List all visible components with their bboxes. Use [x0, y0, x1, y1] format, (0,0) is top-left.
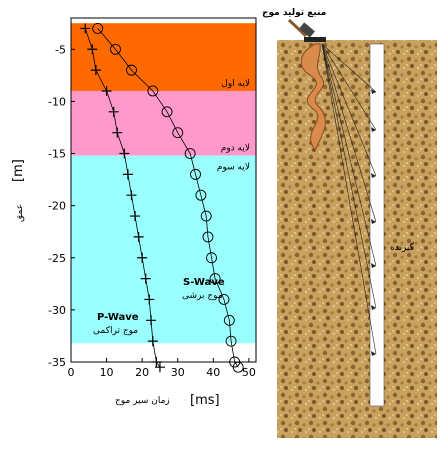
data-point-circle — [147, 85, 159, 97]
wave-ray — [321, 43, 377, 309]
x-tick-label: 0 — [68, 366, 75, 379]
x-axis-label: زمان سیر موج — [115, 396, 170, 406]
data-point-plus — [108, 106, 119, 117]
y-tick-label: -20 — [48, 200, 66, 213]
data-point-plus — [126, 190, 137, 201]
ground-cross-section — [277, 40, 437, 438]
wave-ray — [321, 43, 377, 267]
borehole — [369, 43, 385, 407]
hammer-icon — [287, 18, 315, 38]
data-point-plus — [130, 211, 141, 222]
data-point-plus — [146, 315, 157, 326]
ray-arrow — [371, 219, 376, 224]
y-tick-label: -35 — [48, 356, 66, 369]
data-point-plus — [101, 85, 112, 96]
x-tick-label: 40 — [206, 366, 220, 379]
y-tick-label: -15 — [48, 148, 66, 161]
ray-arrow — [371, 89, 376, 94]
data-point-circle — [209, 273, 221, 285]
data-point-plus — [144, 294, 155, 305]
data-point-plus — [137, 252, 148, 263]
y-tick-label: -5 — [55, 43, 66, 56]
data-point-plus — [147, 336, 158, 347]
plot-area — [70, 17, 257, 363]
wave-ray — [321, 43, 377, 223]
x-tick-label: 50 — [242, 366, 256, 379]
data-point-circle — [92, 22, 104, 34]
x-tick-label: 20 — [135, 366, 149, 379]
layer-band — [71, 155, 256, 344]
wave-rays — [321, 43, 377, 356]
data-point-plus — [90, 65, 101, 76]
data-point-circle — [190, 168, 201, 180]
data-point-plus — [154, 362, 165, 373]
wave-ray — [321, 43, 377, 355]
ray-arrow — [371, 351, 376, 356]
p-wave-series — [80, 23, 165, 373]
ray-arrow — [371, 305, 376, 310]
p-wave-label-fa: موج تراکمی — [93, 326, 138, 336]
data-point-circle — [126, 64, 137, 76]
data-point-circle — [195, 189, 207, 201]
layer-label: لایه سوم — [217, 163, 250, 173]
data-point-circle — [223, 314, 235, 326]
data-point-plus — [87, 44, 98, 55]
layer-band — [71, 90, 256, 156]
wave-ray — [321, 43, 377, 93]
receiver-label: گیرنده — [390, 241, 415, 253]
source-plate — [304, 37, 326, 42]
data-point-plus — [122, 169, 133, 180]
shear-wave-shape — [300, 43, 326, 151]
depth-travel-time-chart: 0 10 20 30 40 50 -5 -10 -15 -20 -25 -30 -35 لایه او… — [11, 17, 257, 408]
y-axis-ticks: -5 -10 -15 -20 -25 -30 -35 — [48, 43, 75, 369]
y-axis-label: عمق — [15, 204, 25, 222]
seismic-borehole-illustration: منبع تولید موج گیرنده — [262, 8, 437, 438]
data-point-circle — [225, 335, 237, 347]
data-point-plus — [151, 357, 162, 367]
data-point-circle — [172, 127, 184, 139]
data-point-circle — [161, 106, 173, 118]
y-tick-label: -25 — [48, 252, 66, 265]
soil-layer-bands — [71, 23, 256, 344]
y-tick-label: -10 — [48, 95, 66, 108]
data-point-plus — [80, 23, 91, 34]
y-tick-label: -30 — [48, 304, 66, 317]
p-wave-label: P-Wave — [97, 312, 139, 323]
data-point-plus — [140, 273, 151, 284]
ray-arrow — [371, 127, 376, 132]
x-axis-unit: [ms] — [190, 393, 220, 408]
x-tick-label: 10 — [100, 366, 114, 379]
layer-label: لایه اول — [221, 79, 250, 89]
ray-arrow — [371, 173, 376, 178]
y-axis-unit: [m] — [11, 159, 26, 182]
data-point-plus — [119, 148, 130, 159]
s-wave-label: S-Wave — [183, 277, 225, 288]
data-point-circle — [202, 231, 214, 243]
data-point-circle — [184, 148, 196, 159]
s-wave-series — [92, 22, 244, 373]
x-axis-ticks: 0 10 20 30 40 50 — [68, 358, 256, 379]
data-point-circle — [218, 294, 230, 305]
s-wave-label-fa: موج برشی — [182, 291, 223, 301]
layer-band — [71, 23, 256, 91]
data-point-plus — [112, 127, 123, 138]
data-point-plus — [133, 231, 144, 242]
source-label: منبع تولید موج — [262, 8, 326, 18]
layer-labels: لایه اول لایه دوم لایه سوم — [217, 79, 250, 173]
wave-ray — [321, 43, 377, 177]
data-point-circle — [232, 361, 244, 373]
data-point-circle — [200, 210, 212, 222]
layer-label: لایه دوم — [221, 144, 250, 154]
data-point-circle — [206, 252, 217, 264]
ray-arrow — [371, 263, 376, 268]
wave-ray — [321, 43, 377, 131]
data-point-circle — [110, 43, 121, 55]
x-tick-label: 30 — [171, 366, 185, 379]
